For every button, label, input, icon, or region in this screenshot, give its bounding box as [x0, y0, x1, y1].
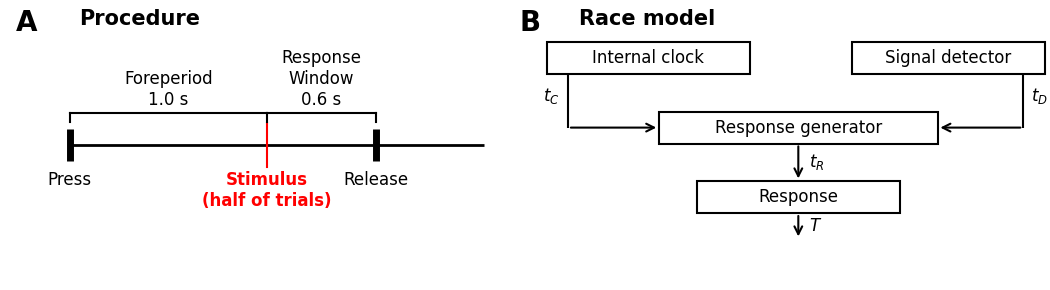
Text: B: B	[520, 9, 541, 37]
Text: Procedure: Procedure	[80, 9, 201, 29]
Text: $T$: $T$	[810, 217, 822, 235]
FancyBboxPatch shape	[696, 181, 900, 213]
FancyBboxPatch shape	[547, 42, 750, 74]
Text: Response generator: Response generator	[715, 119, 882, 137]
Text: $t_C$: $t_C$	[544, 86, 560, 106]
Text: Response: Response	[758, 188, 838, 206]
Text: Internal clock: Internal clock	[592, 49, 705, 67]
Text: Response
Window
0.6 s: Response Window 0.6 s	[281, 49, 361, 109]
Text: A: A	[16, 9, 37, 37]
Text: Foreperiod
1.0 s: Foreperiod 1.0 s	[124, 70, 213, 109]
Text: Signal detector: Signal detector	[885, 49, 1011, 67]
Text: $t_D$: $t_D$	[1031, 86, 1048, 106]
FancyBboxPatch shape	[659, 112, 938, 144]
Text: Stimulus
(half of trials): Stimulus (half of trials)	[203, 171, 332, 210]
Text: $t_R$: $t_R$	[810, 153, 824, 172]
FancyBboxPatch shape	[852, 42, 1045, 74]
Text: Release: Release	[343, 171, 408, 189]
Text: Press: Press	[47, 171, 91, 189]
Text: Race model: Race model	[579, 9, 715, 29]
